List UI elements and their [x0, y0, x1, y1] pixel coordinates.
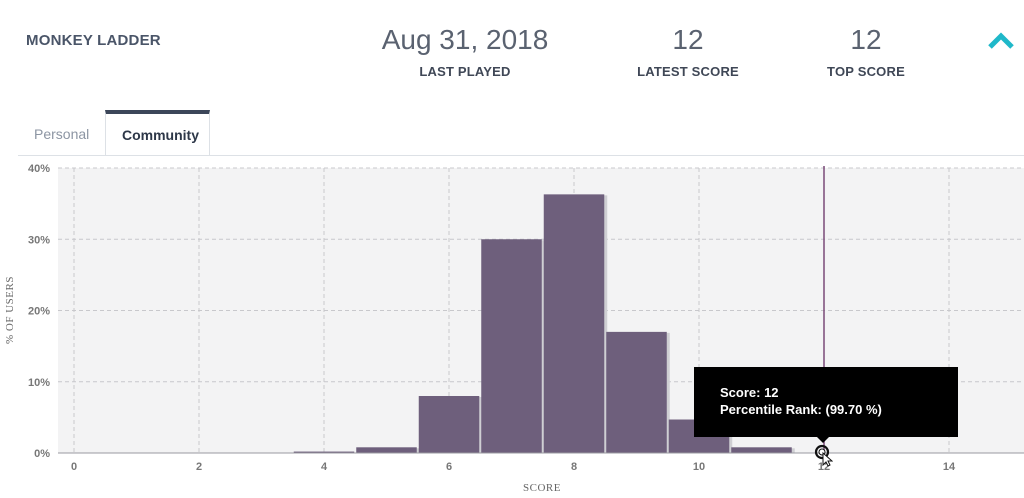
top-score-stat: 12 TOP SCORE [810, 24, 922, 79]
x-tick-label: 14 [943, 461, 956, 473]
x-tick-label: 4 [321, 461, 328, 473]
y-tick-label: 0% [34, 448, 50, 460]
x-tick-label: 2 [196, 461, 202, 473]
x-tick-label: 0 [71, 461, 77, 473]
tooltip-score: Score: 12 [720, 385, 779, 400]
top-score-label: TOP SCORE [827, 64, 905, 79]
tab-divider [18, 155, 1024, 156]
histogram-bar [293, 451, 355, 453]
y-axis-label: % OF USERS [4, 276, 16, 344]
y-tick-label: 20% [28, 306, 50, 318]
last-played-stat: Aug 31, 2018 LAST PLAYED [372, 24, 558, 79]
tab-bar: Personal Community [18, 110, 210, 156]
cursor-icon [814, 444, 833, 467]
tooltip-arrow [817, 437, 829, 443]
histogram-bar [481, 239, 542, 453]
last-played-value: Aug 31, 2018 [381, 24, 549, 55]
histogram-bar [543, 194, 605, 454]
histogram-bar [356, 447, 417, 453]
y-tick-label: 40% [28, 163, 50, 175]
histogram-bar [731, 447, 792, 453]
histogram-bar [606, 331, 667, 453]
y-tick-label: 10% [28, 377, 50, 389]
histogram-bar [418, 396, 480, 453]
tab-community[interactable]: Community [105, 110, 210, 156]
y-tick-label: 30% [28, 234, 50, 246]
latest-score-value: 12 [672, 24, 704, 55]
x-tick-label: 8 [571, 461, 577, 473]
tab-personal[interactable]: Personal [34, 126, 90, 142]
x-tick-label: 10 [693, 461, 705, 473]
last-played-label: LAST PLAYED [419, 64, 511, 79]
chevron-up-icon [988, 32, 1014, 49]
x-axis-label: SCORE [523, 482, 561, 494]
top-score-value: 12 [850, 24, 882, 55]
collapse-button[interactable] [986, 30, 1016, 52]
score-tooltip: Score: 12 Percentile Rank: (99.70 %) [694, 367, 958, 437]
latest-score-stat: 12 LATEST SCORE [628, 24, 748, 79]
latest-score-label: LATEST SCORE [637, 64, 739, 79]
game-title: MONKEY LADDER [26, 32, 161, 49]
x-tick-label: 6 [446, 461, 452, 473]
tooltip-percentile: Percentile Rank: (99.70 %) [720, 402, 882, 417]
